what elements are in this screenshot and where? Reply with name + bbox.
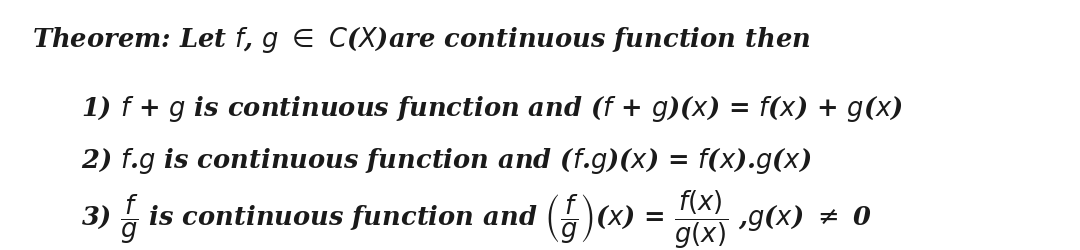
Text: 3) $\dfrac{\mathit{f}}{\mathit{g}}$ is continuous function and $\left(\dfrac{\ma: 3) $\dfrac{\mathit{f}}{\mathit{g}}$ is c… bbox=[81, 189, 873, 250]
Text: 1) $\mathit{f}$ + $\mathit{g}$ is continuous function and ($\mathit{f}$ + $\math: 1) $\mathit{f}$ + $\mathit{g}$ is contin… bbox=[81, 94, 903, 124]
Text: 2) $\mathit{f}$.$\mathit{g}$ is continuous function and ($\mathit{f}$.$\mathit{g: 2) $\mathit{f}$.$\mathit{g}$ is continuo… bbox=[81, 146, 812, 176]
Text: Theorem: Let $\mathit{f}$, $\mathit{g}$ $\in$ $\mathit{C}$($\mathit{X}$)are cont: Theorem: Let $\mathit{f}$, $\mathit{g}$ … bbox=[32, 25, 811, 55]
